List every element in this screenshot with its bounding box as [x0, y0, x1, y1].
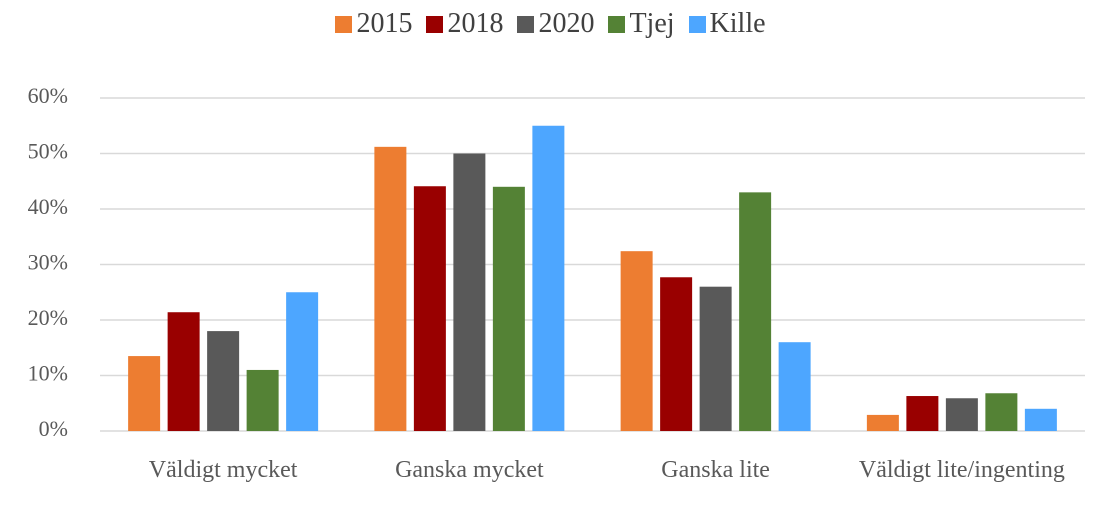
- legend: 2015 2018 2020 Tjej Kille: [0, 8, 1101, 40]
- bar: [532, 125, 565, 431]
- bar: [660, 277, 693, 431]
- bar: [985, 393, 1018, 431]
- x-tick-label: Ganska lite: [661, 457, 770, 483]
- bar: [739, 192, 772, 431]
- bar: [453, 153, 486, 431]
- legend-item: Tjej: [608, 8, 675, 40]
- x-tick-label: Ganska mycket: [395, 457, 544, 483]
- legend-swatch: [517, 15, 535, 33]
- legend-label: 2015: [356, 8, 413, 39]
- y-tick-label: 0%: [39, 416, 68, 441]
- y-tick-label: 60%: [28, 83, 68, 108]
- bar: [1024, 408, 1057, 431]
- bar: [207, 331, 240, 431]
- bar: [413, 186, 446, 431]
- legend-label: Kille: [709, 8, 766, 39]
- bar: [374, 146, 407, 431]
- bar: [246, 369, 279, 431]
- bar: [286, 292, 319, 431]
- legend-swatch: [426, 15, 444, 33]
- legend-swatch: [335, 15, 353, 33]
- legend-label: 2018: [447, 8, 504, 39]
- bar: [778, 342, 811, 431]
- bar: [906, 396, 939, 431]
- legend-swatch: [608, 15, 626, 33]
- bar: [492, 186, 525, 431]
- bar: [128, 356, 161, 431]
- y-tick-label: 10%: [28, 361, 68, 386]
- legend-item: 2018: [426, 8, 503, 40]
- x-tick-label: Väldigt lite/ingenting: [858, 457, 1065, 483]
- legend-item: Kille: [688, 8, 766, 40]
- bar: [866, 414, 899, 431]
- bar: [620, 251, 653, 431]
- legend-label: Tjej: [629, 8, 675, 39]
- legend-item: 2015: [335, 8, 412, 40]
- bar: [699, 286, 732, 431]
- y-tick-label: 50%: [28, 139, 68, 164]
- legend-swatch: [688, 15, 706, 33]
- y-tick-label: 30%: [28, 250, 68, 275]
- bar: [945, 398, 978, 431]
- y-tick-label: 40%: [28, 194, 68, 219]
- legend-item: 2020: [517, 8, 594, 40]
- legend-label: 2020: [538, 8, 595, 39]
- y-tick-label: 20%: [28, 305, 68, 330]
- x-tick-label: Väldigt mycket: [148, 457, 298, 483]
- bar: [167, 312, 200, 431]
